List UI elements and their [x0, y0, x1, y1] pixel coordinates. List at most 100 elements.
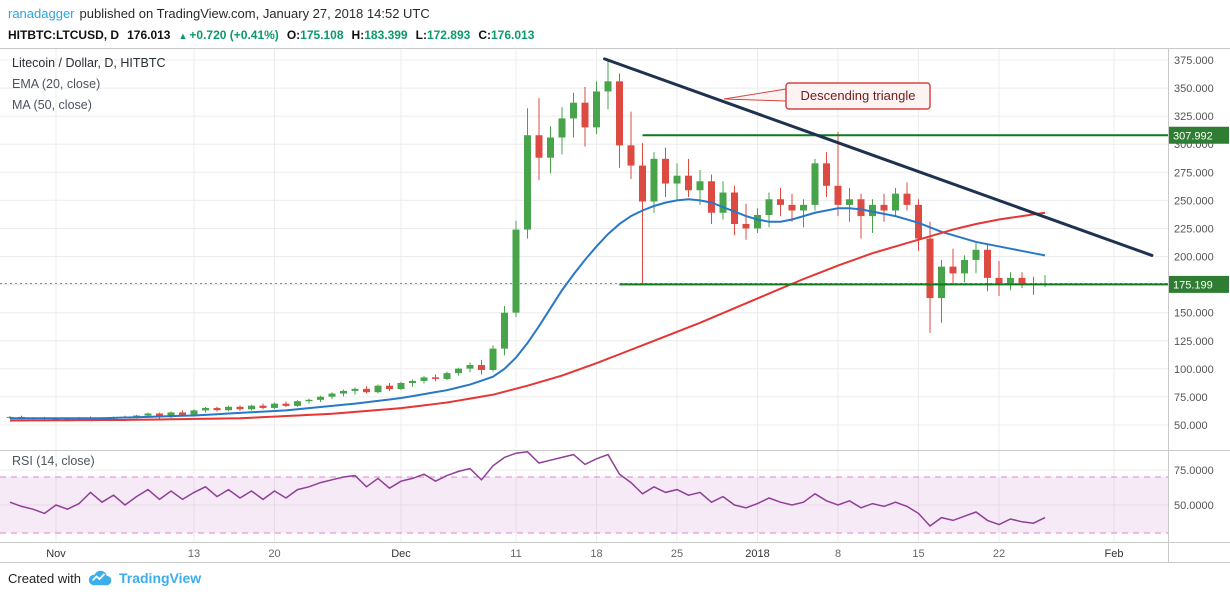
time-axis: Nov 13 20 Dec 11 18 25 2018 8 15 22 Feb [46, 548, 1123, 560]
candle [834, 185, 842, 205]
candle [409, 380, 416, 383]
candle [225, 406, 232, 411]
ma50-line[interactable] [9, 211, 1046, 422]
symbol-info-bar: HITBTC:LTCUSD, D 176.013 ▲ +0.720 (+0.41%… [8, 28, 534, 42]
ohlc-close: C:176.013 [478, 28, 535, 42]
candle [156, 413, 163, 418]
candles [6, 60, 1049, 422]
candle [696, 181, 704, 191]
candle [731, 192, 738, 224]
candle [1018, 277, 1026, 284]
candle [719, 192, 727, 213]
tradingview-logo-icon[interactable] [87, 569, 113, 587]
svg-text:25: 25 [671, 548, 683, 560]
tradingview-link[interactable]: TradingView [118, 570, 202, 586]
candle [271, 403, 278, 408]
svg-text:2018: 2018 [745, 548, 769, 560]
svg-text:8: 8 [835, 548, 841, 560]
attribution-bar: ranadagger published on TradingView.com, … [8, 6, 430, 21]
svg-text:75.000: 75.000 [1174, 392, 1208, 404]
callout-box[interactable] [785, 82, 931, 110]
candle [282, 403, 290, 406]
svg-text:20: 20 [268, 548, 280, 560]
candle [570, 102, 577, 119]
candle [144, 413, 152, 416]
candle [811, 163, 819, 205]
candle [248, 405, 255, 410]
rsi-line [9, 451, 1046, 528]
candle [880, 204, 888, 211]
candle [823, 163, 830, 186]
candle [708, 181, 715, 213]
candle [754, 214, 761, 229]
rsi-legend[interactable]: RSI (14, close) [12, 454, 95, 468]
candle [213, 407, 221, 411]
candle [915, 204, 922, 239]
candle [662, 158, 669, 184]
last-price: 176.013 [127, 28, 171, 42]
candle [305, 399, 313, 402]
ema-legend[interactable]: EMA (20, close) [12, 77, 101, 91]
chart-title[interactable]: Litecoin / Dollar, D, HITBTC [12, 56, 166, 70]
candle [443, 373, 451, 379]
candle [995, 277, 1003, 285]
candle [961, 259, 968, 274]
ma-legend[interactable]: MA (50, close) [12, 98, 92, 112]
svg-text:175.199: 175.199 [1173, 279, 1213, 291]
svg-text:375.000: 375.000 [1174, 55, 1214, 67]
candle [489, 348, 497, 370]
candle [903, 193, 911, 205]
author-link[interactable]: ranadagger [8, 6, 75, 21]
candle [788, 204, 796, 211]
rsi-band [0, 477, 1168, 533]
svg-text:18: 18 [590, 548, 602, 560]
candle [558, 118, 566, 138]
svg-text:325.000: 325.000 [1174, 111, 1214, 123]
svg-text:275.000: 275.000 [1174, 167, 1214, 179]
candle [317, 396, 324, 400]
candle [190, 410, 198, 415]
candle [685, 175, 692, 191]
candle [742, 223, 750, 229]
candle [800, 204, 807, 211]
symbol-name[interactable]: HITBTC:LTCUSD, D [8, 28, 120, 42]
candle [765, 199, 773, 215]
change-text: +0.720 (+0.41%) [189, 28, 279, 42]
ohlc-low: L:172.893 [415, 28, 471, 42]
svg-text:Nov: Nov [46, 548, 66, 560]
descending-trendline[interactable] [603, 57, 1154, 257]
candle [466, 365, 474, 369]
svg-text:50.000: 50.000 [1174, 420, 1208, 432]
candle [972, 249, 980, 260]
candle [627, 145, 635, 166]
candle [926, 238, 934, 299]
svg-text:11: 11 [510, 548, 521, 560]
svg-text:200.000: 200.000 [1174, 252, 1214, 264]
price-level-badge [1169, 275, 1229, 293]
candle [650, 158, 658, 202]
candle [616, 81, 623, 146]
svg-text:100.000: 100.000 [1174, 364, 1214, 376]
price-level-badge [1169, 126, 1229, 144]
svg-text:150.000: 150.000 [1174, 308, 1214, 320]
created-with-text: Created with [8, 570, 81, 586]
svg-text:350.000: 350.000 [1174, 83, 1214, 95]
svg-text:Feb: Feb [1105, 548, 1124, 560]
candle [581, 102, 589, 128]
svg-text:13: 13 [188, 548, 200, 560]
svg-text:15: 15 [912, 548, 924, 560]
candle [167, 412, 175, 418]
svg-text:125.000: 125.000 [1174, 336, 1214, 348]
svg-text:250.000: 250.000 [1174, 195, 1214, 207]
candle [604, 81, 612, 92]
svg-text:225.000: 225.000 [1174, 223, 1214, 235]
ohlc-open: O:175.108 [286, 28, 344, 42]
candle [328, 393, 336, 397]
candle [857, 199, 865, 217]
candle [777, 199, 784, 205]
ema20-line[interactable] [10, 198, 1046, 420]
candle [397, 382, 405, 390]
candle [202, 407, 209, 411]
